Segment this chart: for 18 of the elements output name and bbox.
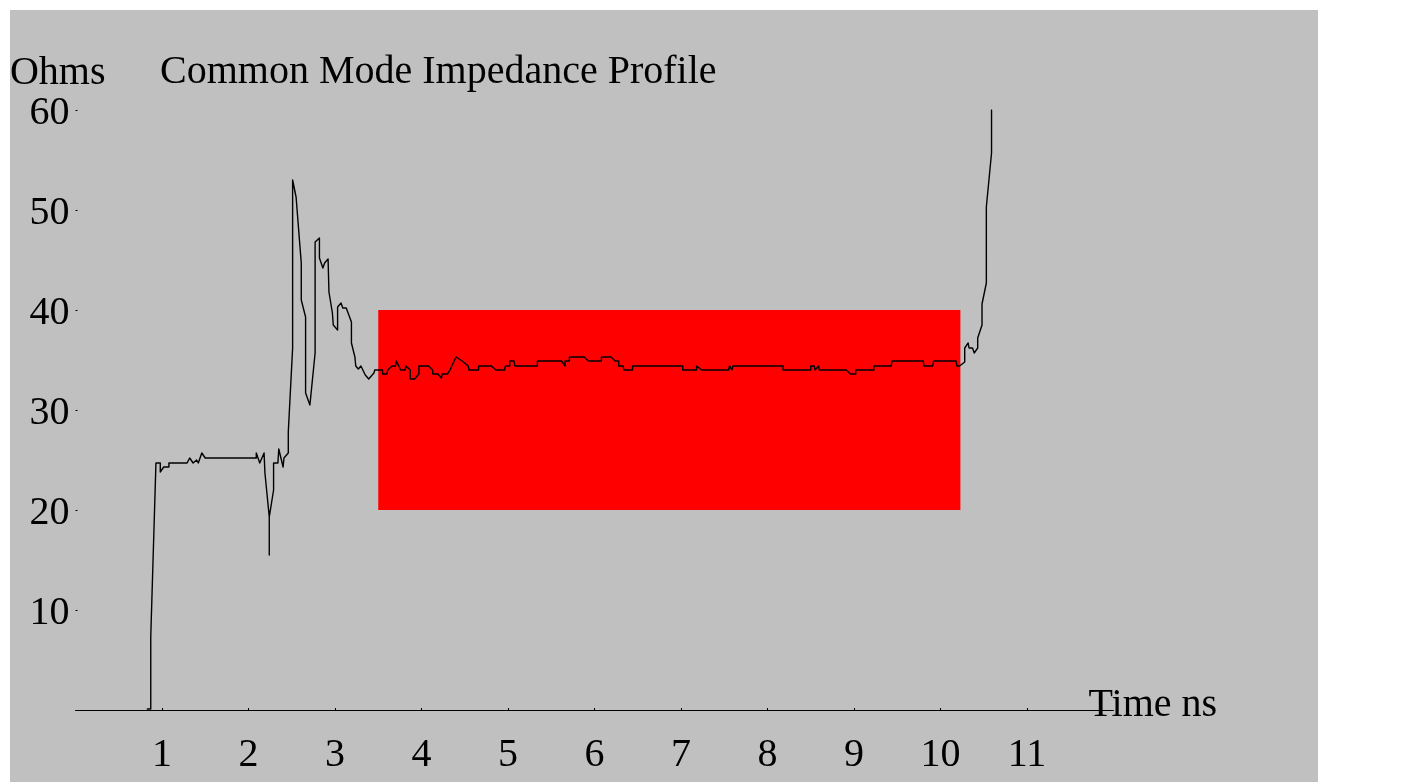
y-tick-label: 30: [29, 387, 70, 433]
x-tick-label: 3: [325, 729, 345, 775]
x-axis-title: Time ns: [1088, 679, 1218, 725]
x-tick-label: 6: [584, 729, 605, 775]
x-tick-label: 11: [1007, 729, 1047, 775]
x-tick-label: 10: [920, 729, 961, 775]
x-tick-label: 1: [152, 729, 172, 775]
y-tick-label: 20: [29, 487, 70, 533]
x-tick-label: 9: [844, 729, 864, 775]
y-tick-label: 40: [29, 287, 70, 333]
x-tick-label: 7: [671, 729, 691, 775]
y-tick-label: 10: [29, 587, 70, 633]
x-tick-label: 8: [757, 729, 778, 775]
x-tick-label: 5: [498, 729, 518, 775]
chart-title: Common Mode Impedance Profile: [160, 46, 717, 92]
x-tick-label: 2: [238, 729, 259, 775]
x-tick-label: 4: [411, 729, 432, 775]
y-tick-label: 50: [29, 187, 70, 233]
